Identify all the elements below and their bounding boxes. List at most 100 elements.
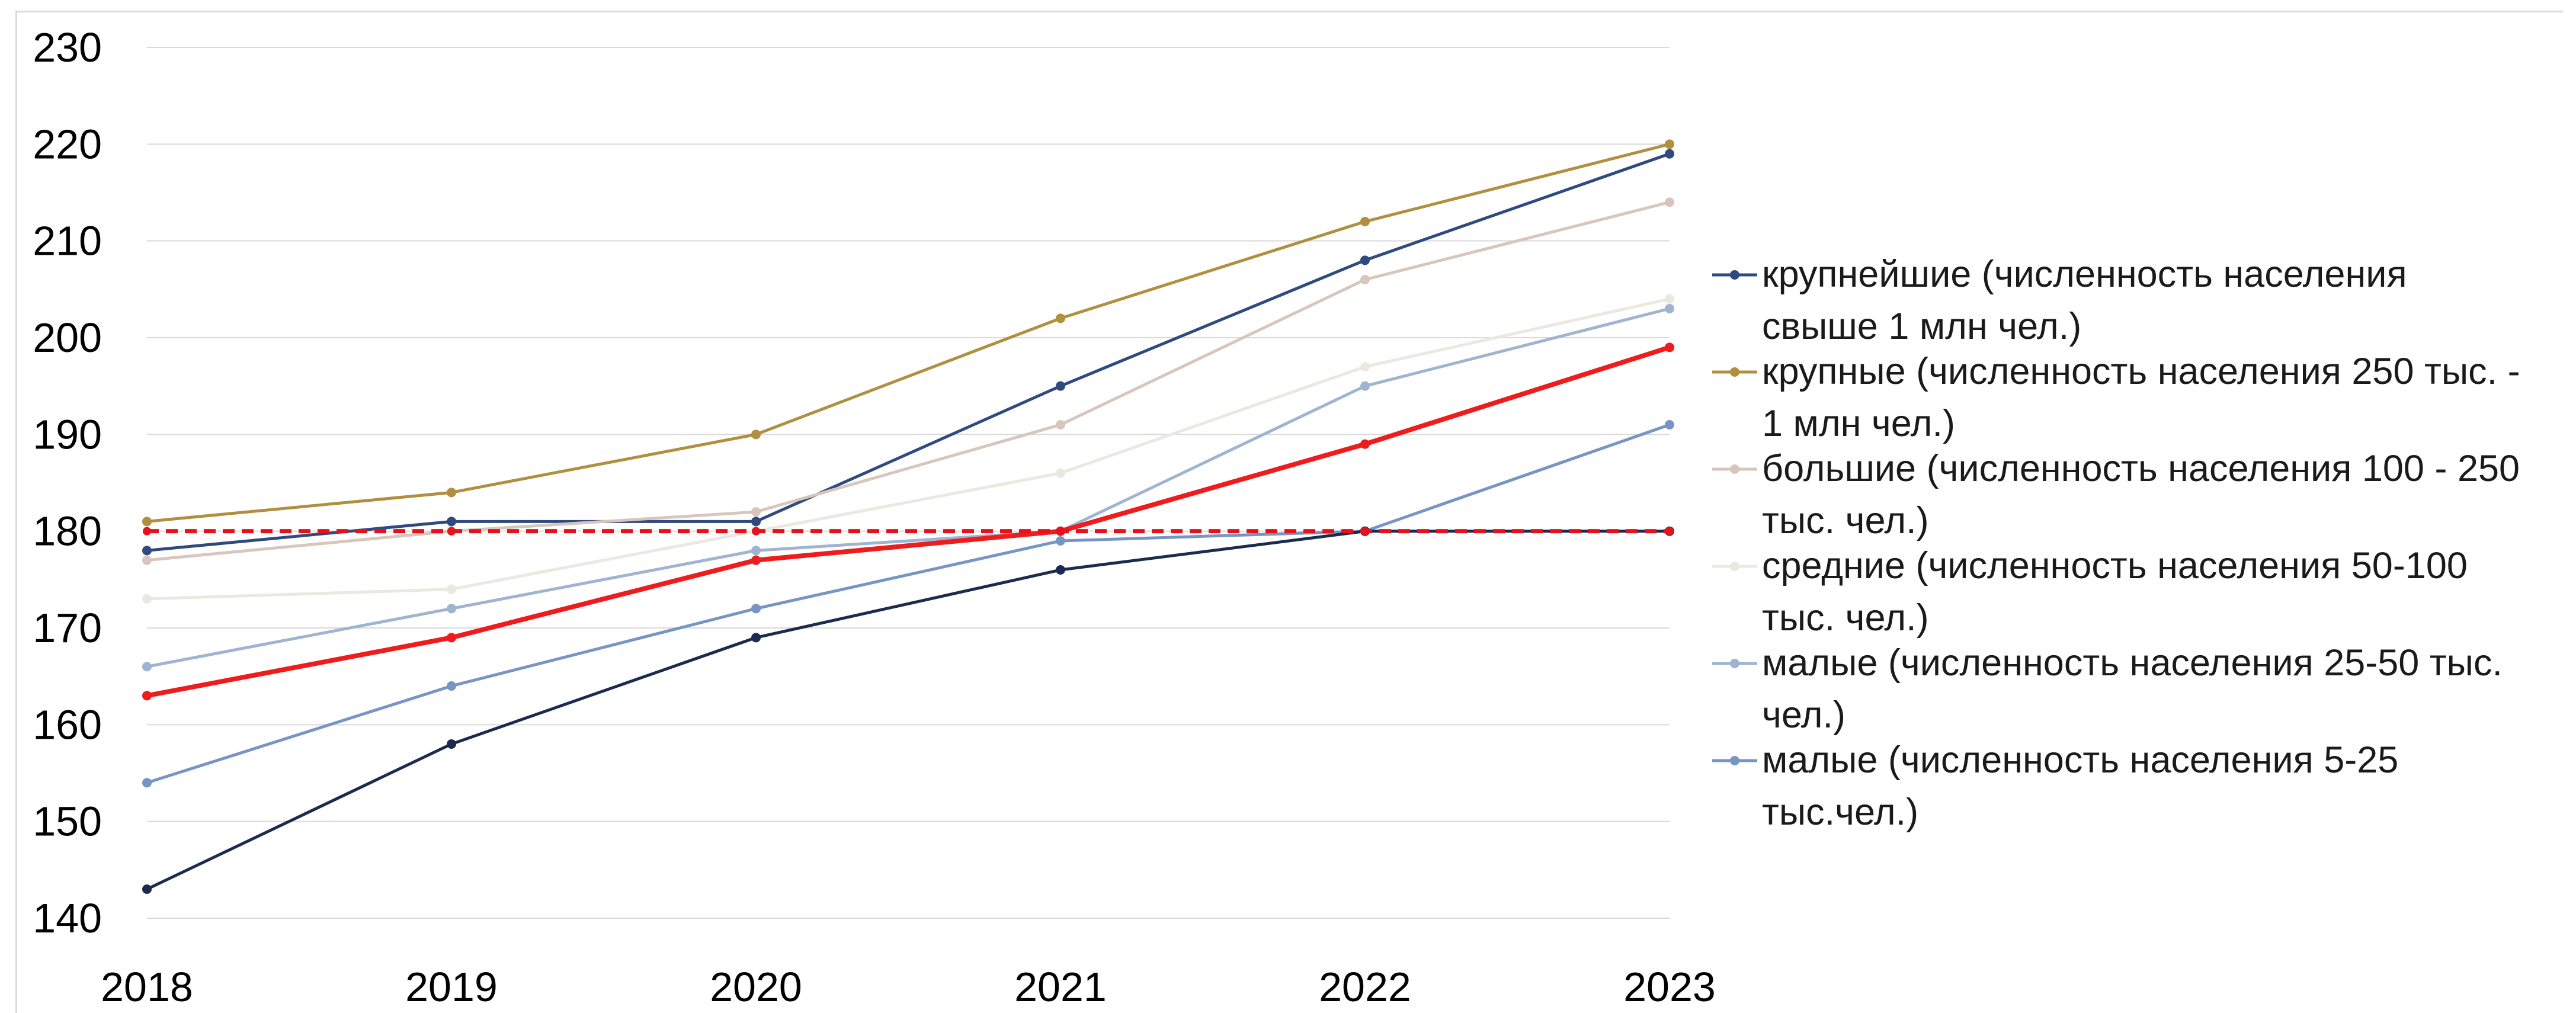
legend-entry-3: большие (численность населения 100 - 250… (1712, 448, 2520, 541)
extra-line-3-point-2018 (143, 527, 151, 536)
series-3-point-2021 (1056, 420, 1065, 429)
series-2-point-2023 (1665, 139, 1674, 149)
x-tick-label-2019: 2019 (405, 964, 498, 1010)
series-1-point-2018 (142, 546, 152, 556)
extra-line-2-line (146, 345, 1671, 698)
y-tick-label-170: 170 (33, 605, 102, 651)
extra-line-3-point-2022 (1361, 527, 1369, 536)
extra-line-1-point-2021 (1056, 565, 1065, 575)
series-2-point-2019 (447, 488, 456, 498)
series-5-line (146, 307, 1670, 668)
legend-marker-5 (1730, 659, 1739, 668)
legend-label-4-line-2: тыс. чел.) (1762, 597, 1929, 639)
series-3-line (146, 200, 1670, 562)
extra-line-1-point-2019 (447, 739, 456, 749)
legend-marker-3 (1730, 464, 1739, 474)
legend-label-3-line-2: тыс. чел.) (1762, 500, 1929, 541)
series-2 (142, 139, 1674, 527)
series-4-point-2019 (447, 584, 456, 594)
series-4-point-2018 (142, 594, 152, 604)
series-4-point-2023 (1665, 294, 1674, 304)
extra-line-1-point-2020 (751, 633, 761, 643)
x-tick-label-2022: 2022 (1319, 964, 1411, 1010)
legend-entry-2: крупные (численность населения 250 тыс. … (1712, 351, 2520, 444)
legend-entry-1: крупнейшие (численность населения свыше 1… (1712, 254, 2407, 347)
series-5-point-2019 (447, 604, 456, 614)
extra-line-2 (142, 342, 1674, 701)
legend-entry-5: малые (численность населения 25-50 тыс. ч… (1712, 642, 2503, 736)
legend-label-6-line-1: малые (численность населения 5-25 (1762, 739, 2398, 781)
legend-marker-4 (1730, 562, 1739, 571)
extra-line-2-point-2019 (447, 633, 456, 643)
series-3-point-2020 (751, 507, 761, 517)
legend-marker-2 (1730, 367, 1739, 377)
y-tick-label-210: 210 (33, 218, 102, 264)
series-4 (142, 294, 1674, 604)
extra-line-3-point-2019 (447, 527, 456, 536)
extra-line-1-line (146, 530, 1670, 891)
series-1-point-2019 (447, 517, 456, 527)
legend-label-6-line-2: тыс.чел.) (1762, 791, 1918, 833)
series-1-point-2022 (1360, 255, 1370, 265)
series-6 (142, 420, 1674, 788)
series-lines (142, 139, 1674, 894)
legend-label-2-line-1: крупные (численность населения 250 тыс. … (1762, 351, 2520, 392)
series-2-point-2021 (1056, 313, 1065, 323)
extra-line-2-point-2023 (1665, 342, 1674, 352)
legend-label-1-line-1: крупнейшие (численность населения (1762, 254, 2407, 295)
series-2-point-2022 (1360, 217, 1370, 226)
legend-label-5-line-2: чел.) (1762, 694, 1846, 736)
series-3-point-2018 (142, 555, 152, 565)
legend-entry-4: средние (численность населения 50-100 тыс… (1712, 545, 2468, 639)
series-6-line (146, 423, 1670, 784)
extra-line-2-point-2022 (1360, 439, 1370, 449)
series-1-point-2020 (751, 517, 761, 527)
legend-label-5-line-1: малые (численность населения 25-50 тыс. (1762, 642, 2503, 684)
y-tick-label-140: 140 (33, 895, 102, 941)
series-3-point-2023 (1665, 197, 1674, 207)
series-1-point-2023 (1665, 149, 1674, 159)
y-tick-label-150: 150 (33, 799, 102, 845)
extra-line-3-point-2023 (1665, 527, 1674, 536)
extra-line-2-point-2020 (751, 555, 761, 565)
series-5-point-2020 (751, 546, 761, 556)
y-tick-label-180: 180 (33, 508, 102, 554)
x-tick-label-2020: 2020 (710, 964, 802, 1010)
extra-line-2-point-2018 (142, 691, 152, 701)
series-1-point-2021 (1056, 381, 1065, 391)
series-5 (142, 304, 1674, 672)
series-6-point-2020 (751, 604, 761, 614)
chart-frame (15, 11, 2563, 1013)
gridlines (147, 47, 1670, 919)
series-4-point-2022 (1360, 362, 1370, 371)
y-tick-label-230: 230 (33, 24, 102, 70)
y-tick-label-200: 200 (33, 315, 102, 361)
legend-marker-1 (1730, 270, 1739, 280)
legend-label-3-line-1: большие (численность населения 100 - 250 (1762, 448, 2520, 489)
y-axis-tick-labels: 140 150 160 170 180 190 200 210 220 230 (33, 24, 102, 941)
series-1-line (146, 152, 1670, 552)
series-3 (142, 197, 1674, 565)
legend-label-2-line-2: 1 млн чел.) (1762, 403, 1955, 444)
x-tick-label-2023: 2023 (1623, 964, 1716, 1010)
series-6-point-2021 (1056, 536, 1065, 546)
x-tick-label-2021: 2021 (1014, 964, 1107, 1010)
series-6-point-2019 (447, 681, 456, 691)
legend-label-1-line-2: свыше 1 млн чел.) (1762, 306, 2081, 347)
y-tick-label-220: 220 (33, 121, 102, 167)
y-tick-label-160: 160 (33, 701, 102, 748)
series-5-point-2023 (1665, 304, 1674, 313)
y-tick-label-190: 190 (33, 411, 102, 457)
series-5-point-2022 (1360, 381, 1370, 391)
series-4-point-2021 (1056, 468, 1065, 478)
series-3-point-2022 (1360, 275, 1370, 284)
series-4-line (146, 297, 1670, 601)
x-tick-label-2018: 2018 (101, 964, 193, 1010)
legend-marker-6 (1730, 756, 1739, 765)
extra-line-3-point-2020 (752, 527, 760, 536)
series-2-line (146, 142, 1670, 523)
series-1 (142, 149, 1674, 556)
series-2-point-2018 (142, 517, 152, 527)
extra-line-3 (143, 527, 1674, 536)
